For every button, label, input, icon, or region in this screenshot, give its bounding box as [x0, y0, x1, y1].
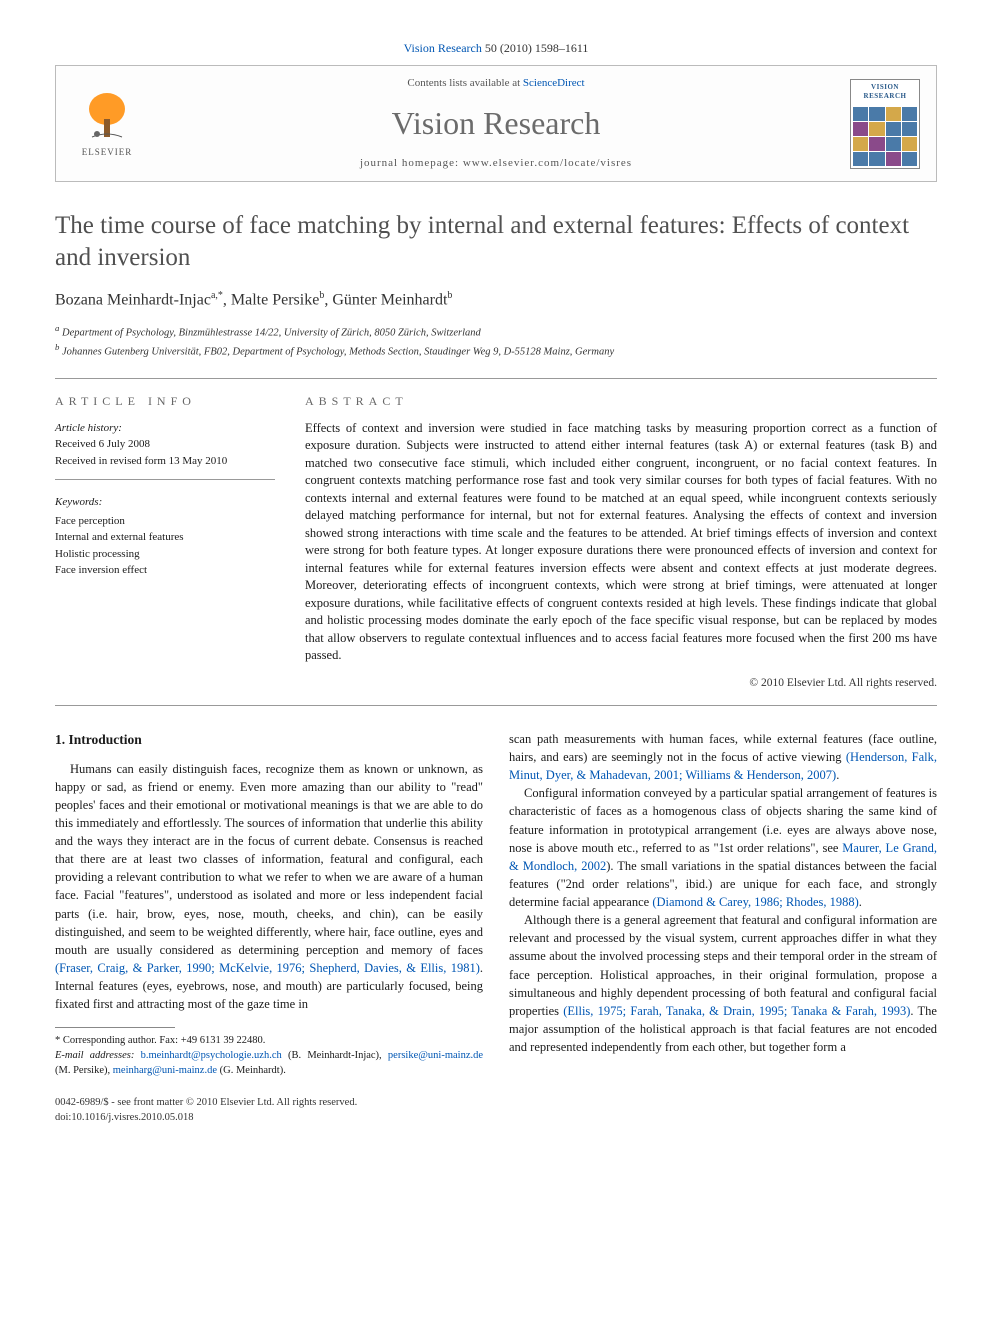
revised-date: Received in revised form 13 May 2010 — [55, 453, 275, 470]
abstract-label: abstract — [305, 393, 937, 410]
body-column-left: 1. Introduction Humans can easily distin… — [55, 730, 483, 1078]
author-1-affil-sup: a,* — [211, 290, 223, 301]
publisher-name: ELSEVIER — [82, 146, 133, 159]
abstract-column: abstract Effects of context and inversio… — [305, 393, 937, 691]
affiliation-a: a Department of Psychology, Binzmühlestr… — [55, 322, 937, 341]
doi-line: doi:10.1016/j.visres.2010.05.018 — [55, 1111, 937, 1126]
top-journal-link[interactable]: Vision Research — [404, 41, 482, 55]
footnote-separator — [55, 1027, 175, 1028]
citation-ellis-farah-tanaka[interactable]: (Ellis, 1975; Farah, Tanaka, & Drain, 19… — [563, 1004, 910, 1018]
keyword-2: Internal and external features — [55, 529, 275, 546]
info-abstract-row: article info Article history: Received 6… — [55, 378, 937, 706]
keyword-1: Face perception — [55, 513, 275, 530]
citation-diamond-rhodes[interactable]: (Diamond & Carey, 1986; Rhodes, 1988) — [652, 895, 858, 909]
article-history: Article history: Received 6 July 2008 Re… — [55, 420, 275, 481]
author-3-affil-sup: b — [447, 290, 452, 301]
homepage-url[interactable]: www.elsevier.com/locate/visres — [463, 157, 632, 169]
affiliations: a Department of Psychology, Binzmühlestr… — [55, 322, 937, 361]
author-2[interactable]: Malte Persike — [231, 291, 319, 308]
article-info-column: article info Article history: Received 6… — [55, 393, 275, 691]
journal-cover-thumbnail[interactable]: VISION RESEARCH — [850, 79, 920, 169]
footer-meta: 0042-6989/$ - see front matter © 2010 El… — [55, 1096, 937, 1125]
issn-copyright-line: 0042-6989/$ - see front matter © 2010 El… — [55, 1096, 937, 1111]
cover-graphic — [851, 105, 919, 167]
top-citation: Vision Research 50 (2010) 1598–1611 — [55, 40, 937, 57]
article-info-label: article info — [55, 393, 275, 410]
journal-homepage: journal homepage: www.elsevier.com/locat… — [142, 156, 850, 171]
elsevier-tree-icon — [82, 89, 132, 144]
email-link-1[interactable]: b.meinhardt@psychologie.uzh.ch — [141, 1050, 282, 1061]
abstract-copyright: © 2010 Elsevier Ltd. All rights reserved… — [305, 675, 937, 691]
abstract-text: Effects of context and inversion were st… — [305, 420, 937, 665]
journal-name: Vision Research — [142, 101, 850, 146]
cover-title: VISION RESEARCH — [851, 80, 919, 106]
publisher-logo[interactable]: ELSEVIER — [72, 84, 142, 164]
top-volume: 50 (2010) 1598–1611 — [485, 41, 589, 55]
intro-p1-text: Humans can easily distinguish faces, rec… — [55, 762, 483, 957]
affiliation-b: b Johannes Gutenberg Universität, FB02, … — [55, 341, 937, 360]
author-2-affil-sup: b — [319, 290, 324, 301]
contents-available-line: Contents lists available at ScienceDirec… — [142, 76, 850, 91]
masthead: ELSEVIER Contents lists available at Sci… — [55, 65, 937, 183]
received-date: Received 6 July 2008 — [55, 436, 275, 453]
citation-fraser-mckelvie-shepherd[interactable]: (Fraser, Craig, & Parker, 1990; McKelvie… — [55, 961, 480, 975]
keywords-label: Keywords: — [55, 494, 275, 511]
email-link-2[interactable]: persike@uni-mainz.de — [388, 1050, 483, 1061]
author-list: Bozana Meinhardt-Injaca,*, Malte Persike… — [55, 289, 937, 312]
article-title: The time course of face matching by inte… — [55, 210, 937, 273]
author-3[interactable]: Günter Meinhardt — [332, 291, 447, 308]
sciencedirect-link[interactable]: ScienceDirect — [523, 77, 585, 89]
body-two-column: 1. Introduction Humans can easily distin… — [55, 730, 937, 1078]
email-addresses: E-mail addresses: b.meinhardt@psychologi… — [55, 1049, 483, 1078]
keyword-4: Face inversion effect — [55, 562, 275, 579]
corresponding-author-note: * Corresponding author. Fax: +49 6131 39… — [55, 1034, 483, 1049]
keywords-block: Keywords: Face perception Internal and e… — [55, 494, 275, 579]
section-heading-introduction: 1. Introduction — [55, 730, 483, 750]
col2-p3a: Although there is a general agreement th… — [509, 913, 937, 1018]
footnotes: * Corresponding author. Fax: +49 6131 39… — [55, 1034, 483, 1078]
body-column-right: scan path measurements with human faces,… — [509, 730, 937, 1078]
author-1[interactable]: Bozana Meinhardt-Injac — [55, 291, 211, 308]
keyword-3: Holistic processing — [55, 546, 275, 563]
email-link-3[interactable]: meinharg@uni-mainz.de — [113, 1065, 217, 1076]
history-label: Article history: — [55, 420, 275, 437]
